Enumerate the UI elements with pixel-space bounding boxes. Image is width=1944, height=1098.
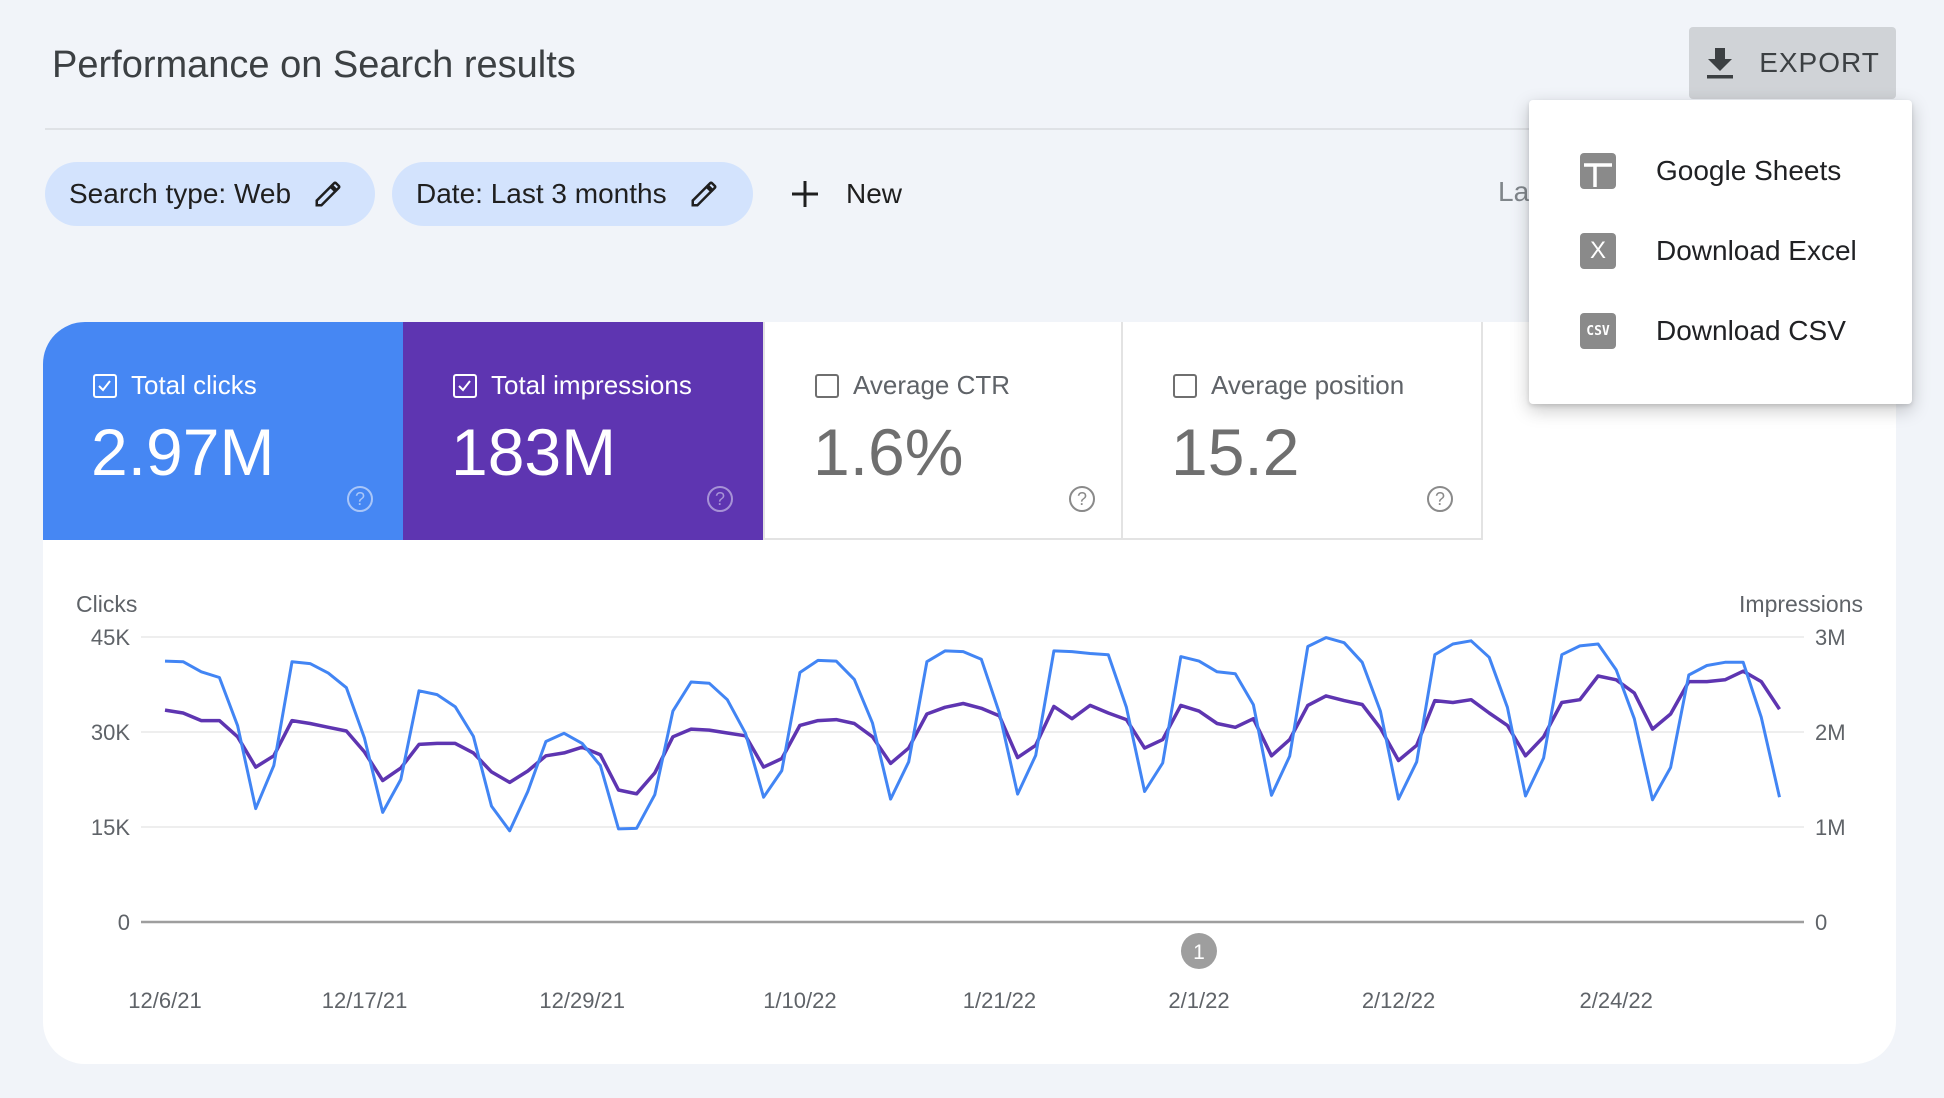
performance-card: Total clicks 2.97M ? Total impressions 1… — [43, 322, 1896, 1064]
help-icon[interactable]: ? — [347, 486, 373, 512]
metric-value: 2.97M — [91, 415, 275, 489]
chip-label: Search type: Web — [69, 178, 292, 209]
page-title: Performance on Search results — [52, 44, 576, 86]
metric-label: Total impressions — [491, 370, 692, 400]
export-button[interactable]: EXPORT — [1689, 27, 1896, 99]
chip-label: Date: Last 3 months — [416, 178, 667, 209]
checkbox-checked-icon[interactable] — [93, 374, 117, 398]
metric-tile-average-ctr[interactable]: Average CTR 1.6% ? — [763, 322, 1123, 540]
menu-item-download-csv[interactable]: CSV Download CSV — [1529, 291, 1912, 371]
menu-item-label: Google Sheets — [1656, 155, 1842, 186]
partial-text: La — [1498, 176, 1530, 207]
metric-value: 15.2 — [1171, 415, 1300, 489]
metric-value: 1.6% — [813, 415, 964, 489]
new-filter-label: New — [846, 178, 903, 209]
csv-icon: CSV — [1580, 313, 1616, 349]
metric-tile-average-position[interactable]: Average position 15.2 ? — [1123, 322, 1483, 540]
excel-icon: X — [1580, 233, 1616, 269]
date-filter-chip[interactable]: Date: Last 3 months — [392, 162, 753, 226]
google-sheets-icon — [1580, 153, 1616, 189]
new-filter-button[interactable]: New — [790, 162, 902, 226]
metric-value: 183M — [451, 415, 617, 489]
checkbox-unchecked-icon[interactable] — [815, 374, 839, 398]
search-type-filter-chip[interactable]: Search type: Web — [45, 162, 375, 226]
metric-label: Average position — [1211, 370, 1405, 400]
pencil-icon — [315, 181, 341, 207]
checkbox-checked-icon[interactable] — [453, 374, 477, 398]
checkbox-unchecked-icon[interactable] — [1173, 374, 1197, 398]
metric-label: Total clicks — [131, 370, 257, 400]
menu-item-label: Download CSV — [1656, 315, 1846, 346]
export-menu: Google Sheets X Download Excel CSV Downl… — [1529, 100, 1912, 404]
export-label: EXPORT — [1759, 47, 1880, 78]
menu-item-download-excel[interactable]: X Download Excel — [1529, 211, 1912, 291]
plus-icon — [792, 181, 818, 207]
metric-label: Average CTR — [853, 370, 1011, 400]
metric-tile-total-impressions[interactable]: Total impressions 183M ? — [403, 322, 763, 540]
menu-item-google-sheets[interactable]: Google Sheets — [1529, 131, 1912, 211]
metric-tile-total-clicks[interactable]: Total clicks 2.97M ? — [43, 322, 403, 540]
menu-item-label: Download Excel — [1656, 235, 1857, 266]
help-icon[interactable]: ? — [707, 486, 733, 512]
help-icon[interactable]: ? — [1069, 486, 1095, 512]
divider — [45, 128, 1905, 130]
download-icon — [1707, 48, 1734, 79]
pencil-icon — [691, 181, 717, 207]
help-icon[interactable]: ? — [1427, 486, 1453, 512]
